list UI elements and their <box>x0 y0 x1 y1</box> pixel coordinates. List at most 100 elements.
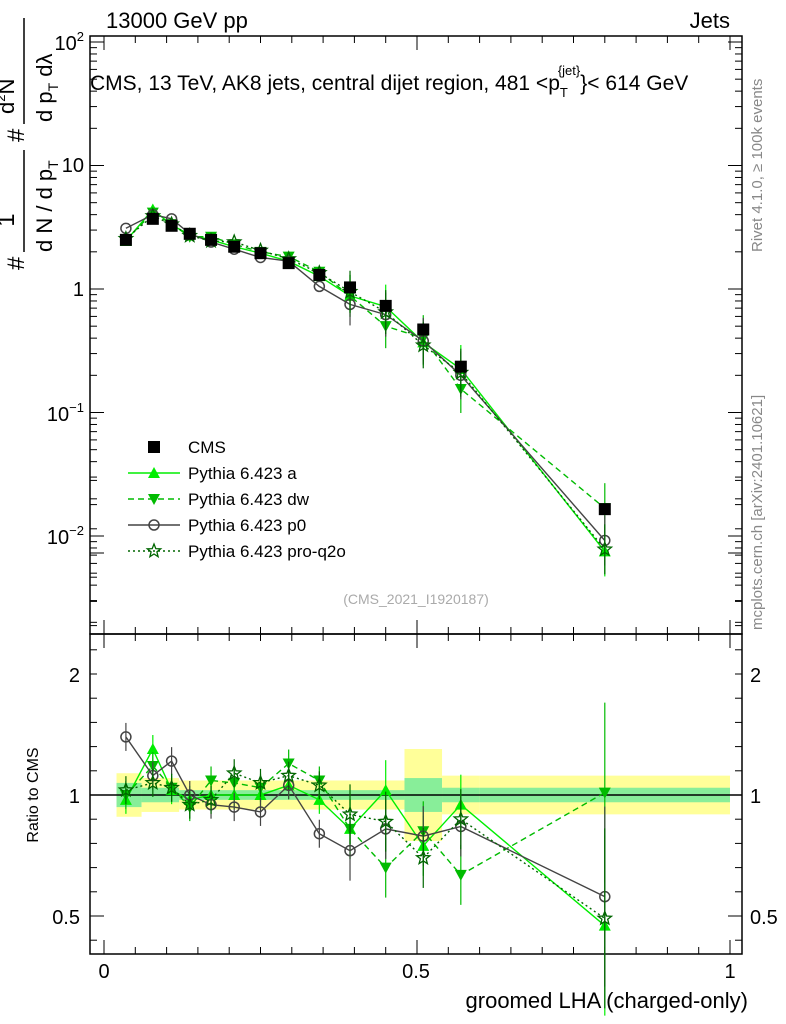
legend-symbol-proq2o <box>145 542 163 559</box>
legend: CMS Pythia 6.423 a Pythia 6.423 dw Pythi… <box>128 438 346 561</box>
x-axis-label: groomed LHA (charged-only) <box>466 988 748 1013</box>
main-point-cms-0 <box>119 233 132 246</box>
ratio-y-tick-0.5-right: 0.5 <box>750 907 778 929</box>
ratio-y-tick-2-right: 2 <box>750 665 761 687</box>
ratio-point-p0-9 <box>344 844 356 857</box>
ratio-uncertainty-band <box>90 749 742 841</box>
header-right: Jets <box>690 8 730 33</box>
ratio-point-proq2o-2 <box>163 778 180 795</box>
main-point-cms-1 <box>146 212 159 225</box>
plot-title-sub: T <box>560 85 568 100</box>
main-point-dw-7 <box>282 251 295 263</box>
ratio-point-proq2o-3 <box>181 795 199 812</box>
ratio-point-proq2o-9 <box>341 805 359 822</box>
ratio-point-a-10 <box>379 784 392 796</box>
y-label-deriv-d: d <box>0 102 19 114</box>
y-label-hash-2: # <box>3 128 30 142</box>
main-point-cms-2 <box>165 219 178 232</box>
main-point-proq2o-11 <box>414 336 432 353</box>
ratio-point-proq2o-12 <box>452 810 470 827</box>
legend-marker-proq2o <box>128 542 180 559</box>
ratio-point-a-1 <box>146 743 159 755</box>
ratio-point-proq2o-6 <box>252 774 269 791</box>
plot-title-sup: {jet} <box>558 63 581 78</box>
main-point-cms-13 <box>598 503 611 516</box>
legend-label-a: Pythia 6.423 a <box>188 464 297 483</box>
svg-text:d pT dλ: d pT dλ <box>32 53 61 122</box>
ratio-point-proq2o-8 <box>310 776 328 793</box>
legend-item-dw: Pythia 6.423 dw <box>128 490 310 509</box>
mcplots-label: mcplots.cern.ch [arXiv:2401.10621] <box>749 395 766 630</box>
y-tick-label-1: 1 <box>73 279 84 301</box>
main-point-cms-8 <box>313 268 326 281</box>
ratio-y-axis-label: Ratio to CMS <box>25 747 42 842</box>
y-label-deriv-den: d p <box>32 91 57 122</box>
legend-item-a: Pythia 6.423 a <box>128 464 297 483</box>
legend-marker-dw <box>128 494 180 505</box>
legend-marker-a <box>128 467 180 478</box>
main-point-cms-3 <box>183 227 196 240</box>
main-point-cms-7 <box>282 257 295 270</box>
x-tick-label-0.5: 0.5 <box>402 961 430 983</box>
main-axis-ticks <box>90 36 742 634</box>
ratio-point-proq2o-5 <box>225 764 243 781</box>
ratio-point-dw-10 <box>379 862 392 874</box>
ratio-y-tick-1-left: 1 <box>69 786 80 808</box>
legend-symbol-p0 <box>148 519 160 531</box>
y-tick-label-1e-1: 10−1 <box>47 400 84 426</box>
y-tick-label-1e-2: 10−2 <box>47 523 84 549</box>
ratio-series-layer <box>117 702 614 1016</box>
svg-text:d N / d pT: d N / d pT <box>32 160 61 252</box>
y-tick-label-1e2: 102 <box>55 29 84 55</box>
y-label-frac-num: 1 <box>0 213 20 226</box>
legend-label-cms: CMS <box>188 438 226 457</box>
ratio-point-p0-5 <box>228 801 240 813</box>
ratio-point-proq2o-11 <box>414 849 432 866</box>
main-point-proq2o-13 <box>596 540 614 557</box>
main-point-cms-10 <box>379 299 392 312</box>
legend-marker-p0 <box>128 519 180 531</box>
ratio-point-p0-8 <box>313 827 326 840</box>
y-label-deriv-den-post: dλ <box>32 53 57 82</box>
y-label-frac-den-sub: T <box>45 160 61 169</box>
ratio-point-dw-4 <box>205 775 218 787</box>
ratio-line-a <box>125 747 606 927</box>
ratio-point-dw-13 <box>598 787 611 799</box>
ratio-point-proq2o-0 <box>117 781 135 798</box>
ratio-plot-frame <box>89 633 743 955</box>
ratio-point-proq2o-7 <box>280 766 297 783</box>
ratio-point-proq2o-10 <box>377 812 395 829</box>
ratio-point-p0-0 <box>120 731 132 743</box>
main-point-cms-11 <box>417 323 430 336</box>
main-y-axis-label: # 1 d N / d pT # d2N d pT dλ <box>0 18 61 270</box>
x-tick-label-1: 1 <box>724 961 735 983</box>
main-point-cms-4 <box>205 233 218 246</box>
legend-symbol-dw <box>148 494 160 505</box>
ratio-point-p0-6 <box>254 806 267 818</box>
ratio-line-p0 <box>125 736 606 898</box>
y-label-hash: # <box>3 256 30 270</box>
legend-item-p0: Pythia 6.423 p0 <box>128 516 306 535</box>
plot-title-tail: }< 614 GeV <box>580 72 688 95</box>
ratio-point-dw-12 <box>454 869 467 881</box>
main-point-p0-8 <box>313 280 326 293</box>
legend-label-dw: Pythia 6.423 dw <box>188 490 310 509</box>
plot-title: CMS, 13 TeV, AK8 jets, central dijet reg… <box>90 63 688 100</box>
ratio-point-proq2o-4 <box>202 790 220 807</box>
legend-item-cms: CMS <box>148 438 226 457</box>
legend-label-p0: Pythia 6.423 p0 <box>188 516 306 535</box>
svg-text:d2N: d2N <box>0 79 19 114</box>
main-point-cms-12 <box>454 360 467 373</box>
ratio-point-p0-2 <box>165 755 178 767</box>
ratio-y-tick-2-left: 2 <box>69 665 80 687</box>
main-point-cms-9 <box>344 281 357 294</box>
main-point-cms-5 <box>228 240 241 253</box>
header-left: 13000 GeV pp <box>106 8 248 33</box>
ratio-y-tick-0.5-left: 0.5 <box>52 907 80 929</box>
main-line-proq2o <box>125 215 606 550</box>
x-tick-label-0: 0 <box>98 961 109 983</box>
rivet-label: Rivet 4.1.0, ≥ 100k events <box>749 79 766 252</box>
ratio-y-tick-1-right: 1 <box>750 786 761 808</box>
main-point-cms-6 <box>254 247 267 260</box>
